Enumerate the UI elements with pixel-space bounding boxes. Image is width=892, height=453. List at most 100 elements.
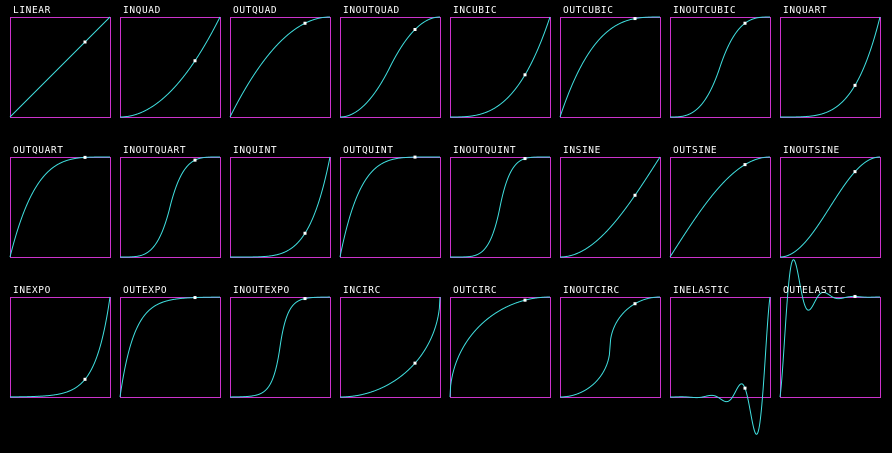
curve-marker-outexpo xyxy=(194,296,197,299)
easing-chart-linear: LINEAR xyxy=(10,5,111,118)
chart-frame-linear xyxy=(11,18,111,118)
easing-chart-inoutquad: INOUTQUAD xyxy=(340,5,441,118)
chart-label-inoutcirc: INOUTCIRC xyxy=(563,285,620,296)
curve-marker-inoutsine xyxy=(854,170,857,173)
chart-frame-inquad xyxy=(121,18,221,118)
chart-frame-outquint xyxy=(341,158,441,258)
curve-line-inoutcubic xyxy=(670,17,770,117)
chart-label-outquad: OUTQUAD xyxy=(233,5,277,16)
easing-chart-inoutquart: INOUTQUART xyxy=(120,145,221,258)
easing-chart-incubic: INCUBIC xyxy=(450,5,551,118)
chart-frame-inexpo xyxy=(11,298,111,398)
curve-line-inquint xyxy=(230,157,330,257)
chart-frame-outquad xyxy=(231,18,331,118)
chart-frame-inquint xyxy=(231,158,331,258)
curve-marker-insine xyxy=(634,194,637,197)
curve-line-inoutsine xyxy=(780,157,880,257)
chart-label-outcirc: OUTCIRC xyxy=(453,285,497,296)
chart-frame-incirc xyxy=(341,298,441,398)
chart-label-inoutcubic: INOUTCUBIC xyxy=(673,5,736,16)
curve-marker-outelastic xyxy=(854,295,857,298)
chart-frame-inoutquart xyxy=(121,158,221,258)
curve-marker-incubic xyxy=(524,73,527,76)
easing-chart-outsine: OUTSINE xyxy=(670,145,771,258)
curve-line-linear xyxy=(10,17,110,117)
chart-frame-outcirc xyxy=(451,298,551,398)
curve-marker-inquart xyxy=(854,84,857,87)
chart-label-inelastic: INELASTIC xyxy=(673,285,730,296)
curve-marker-incirc xyxy=(414,362,417,365)
chart-frame-inoutcubic xyxy=(671,18,771,118)
curve-line-inoutquad xyxy=(340,17,440,117)
easing-chart-inoutcubic: INOUTCUBIC xyxy=(670,5,771,118)
chart-label-inquint: INQUINT xyxy=(233,145,277,156)
curve-marker-outcirc xyxy=(524,299,527,302)
chart-frame-insine xyxy=(561,158,661,258)
curve-line-insine xyxy=(560,157,660,257)
chart-frame-outexpo xyxy=(121,298,221,398)
chart-label-outquint: OUTQUINT xyxy=(343,145,394,156)
chart-label-insine: INSINE xyxy=(563,145,601,156)
chart-frame-inoutquad xyxy=(341,18,441,118)
curve-line-outquint xyxy=(340,157,440,257)
chart-label-outelastic: OUTELASTIC xyxy=(783,285,846,296)
chart-frame-inoutexpo xyxy=(231,298,331,398)
easing-chart-inoutcirc: INOUTCIRC xyxy=(560,285,661,398)
chart-label-inoutquad: INOUTQUAD xyxy=(343,5,400,16)
curve-line-incubic xyxy=(450,17,550,117)
chart-label-inoutquart: INOUTQUART xyxy=(123,145,186,156)
curve-marker-linear xyxy=(84,41,87,44)
easing-chart-outelastic: OUTELASTIC xyxy=(780,260,881,398)
curve-marker-outcubic xyxy=(634,17,637,20)
chart-label-outquart: OUTQUART xyxy=(13,145,64,156)
curve-line-inquart xyxy=(780,17,880,117)
curve-line-inexpo xyxy=(10,297,110,397)
easing-chart-inquint: INQUINT xyxy=(230,145,331,258)
curve-line-incirc xyxy=(340,297,440,397)
chart-frame-outelastic xyxy=(781,298,881,398)
curve-line-outsine xyxy=(670,157,770,257)
easing-chart-incirc: INCIRC xyxy=(340,285,441,398)
chart-frame-incubic xyxy=(451,18,551,118)
curve-marker-inexpo xyxy=(84,378,87,381)
curve-marker-inoutcubic xyxy=(744,22,747,25)
chart-label-inquad: INQUAD xyxy=(123,5,161,16)
chart-frame-outsine xyxy=(671,158,771,258)
chart-label-linear: LINEAR xyxy=(13,5,51,16)
chart-frame-outcubic xyxy=(561,18,661,118)
easing-chart-inquad: INQUAD xyxy=(120,5,221,118)
easing-chart-inoutquint: INOUTQUINT xyxy=(450,145,551,258)
chart-frame-inelastic xyxy=(671,298,771,398)
curve-line-inoutquint xyxy=(450,157,550,257)
curve-marker-outquad xyxy=(304,22,307,25)
easing-chart-outexpo: OUTEXPO xyxy=(120,285,221,398)
curve-line-inoutcirc xyxy=(560,297,660,397)
curve-marker-inelastic xyxy=(744,387,747,390)
easing-chart-outquint: OUTQUINT xyxy=(340,145,441,258)
chart-frame-inquart xyxy=(781,18,881,118)
chart-label-inquart: INQUART xyxy=(783,5,827,16)
chart-frame-inoutquint xyxy=(451,158,551,258)
chart-label-inexpo: INEXPO xyxy=(13,285,51,296)
curve-marker-outquart xyxy=(84,156,87,159)
curve-line-outcirc xyxy=(450,297,550,397)
easing-chart-outquart: OUTQUART xyxy=(10,145,111,258)
easing-chart-outcubic: OUTCUBIC xyxy=(560,5,661,118)
curve-marker-inoutquart xyxy=(194,159,197,162)
easing-chart-outquad: OUTQUAD xyxy=(230,5,331,118)
chart-label-outexpo: OUTEXPO xyxy=(123,285,167,296)
easing-chart-outcirc: OUTCIRC xyxy=(450,285,551,398)
curve-marker-inoutquad xyxy=(414,28,417,31)
chart-label-incubic: INCUBIC xyxy=(453,5,497,16)
curve-line-inoutexpo xyxy=(230,297,330,397)
chart-label-outcubic: OUTCUBIC xyxy=(563,5,614,16)
curve-marker-inoutquint xyxy=(524,157,527,160)
easing-chart-inquart: INQUART xyxy=(780,5,881,118)
easing-chart-inoutsine: INOUTSINE xyxy=(780,145,881,258)
curve-line-outquart xyxy=(10,157,110,257)
curve-line-outcubic xyxy=(560,17,660,117)
curve-marker-inoutcirc xyxy=(634,302,637,305)
curve-line-inelastic xyxy=(670,297,770,434)
